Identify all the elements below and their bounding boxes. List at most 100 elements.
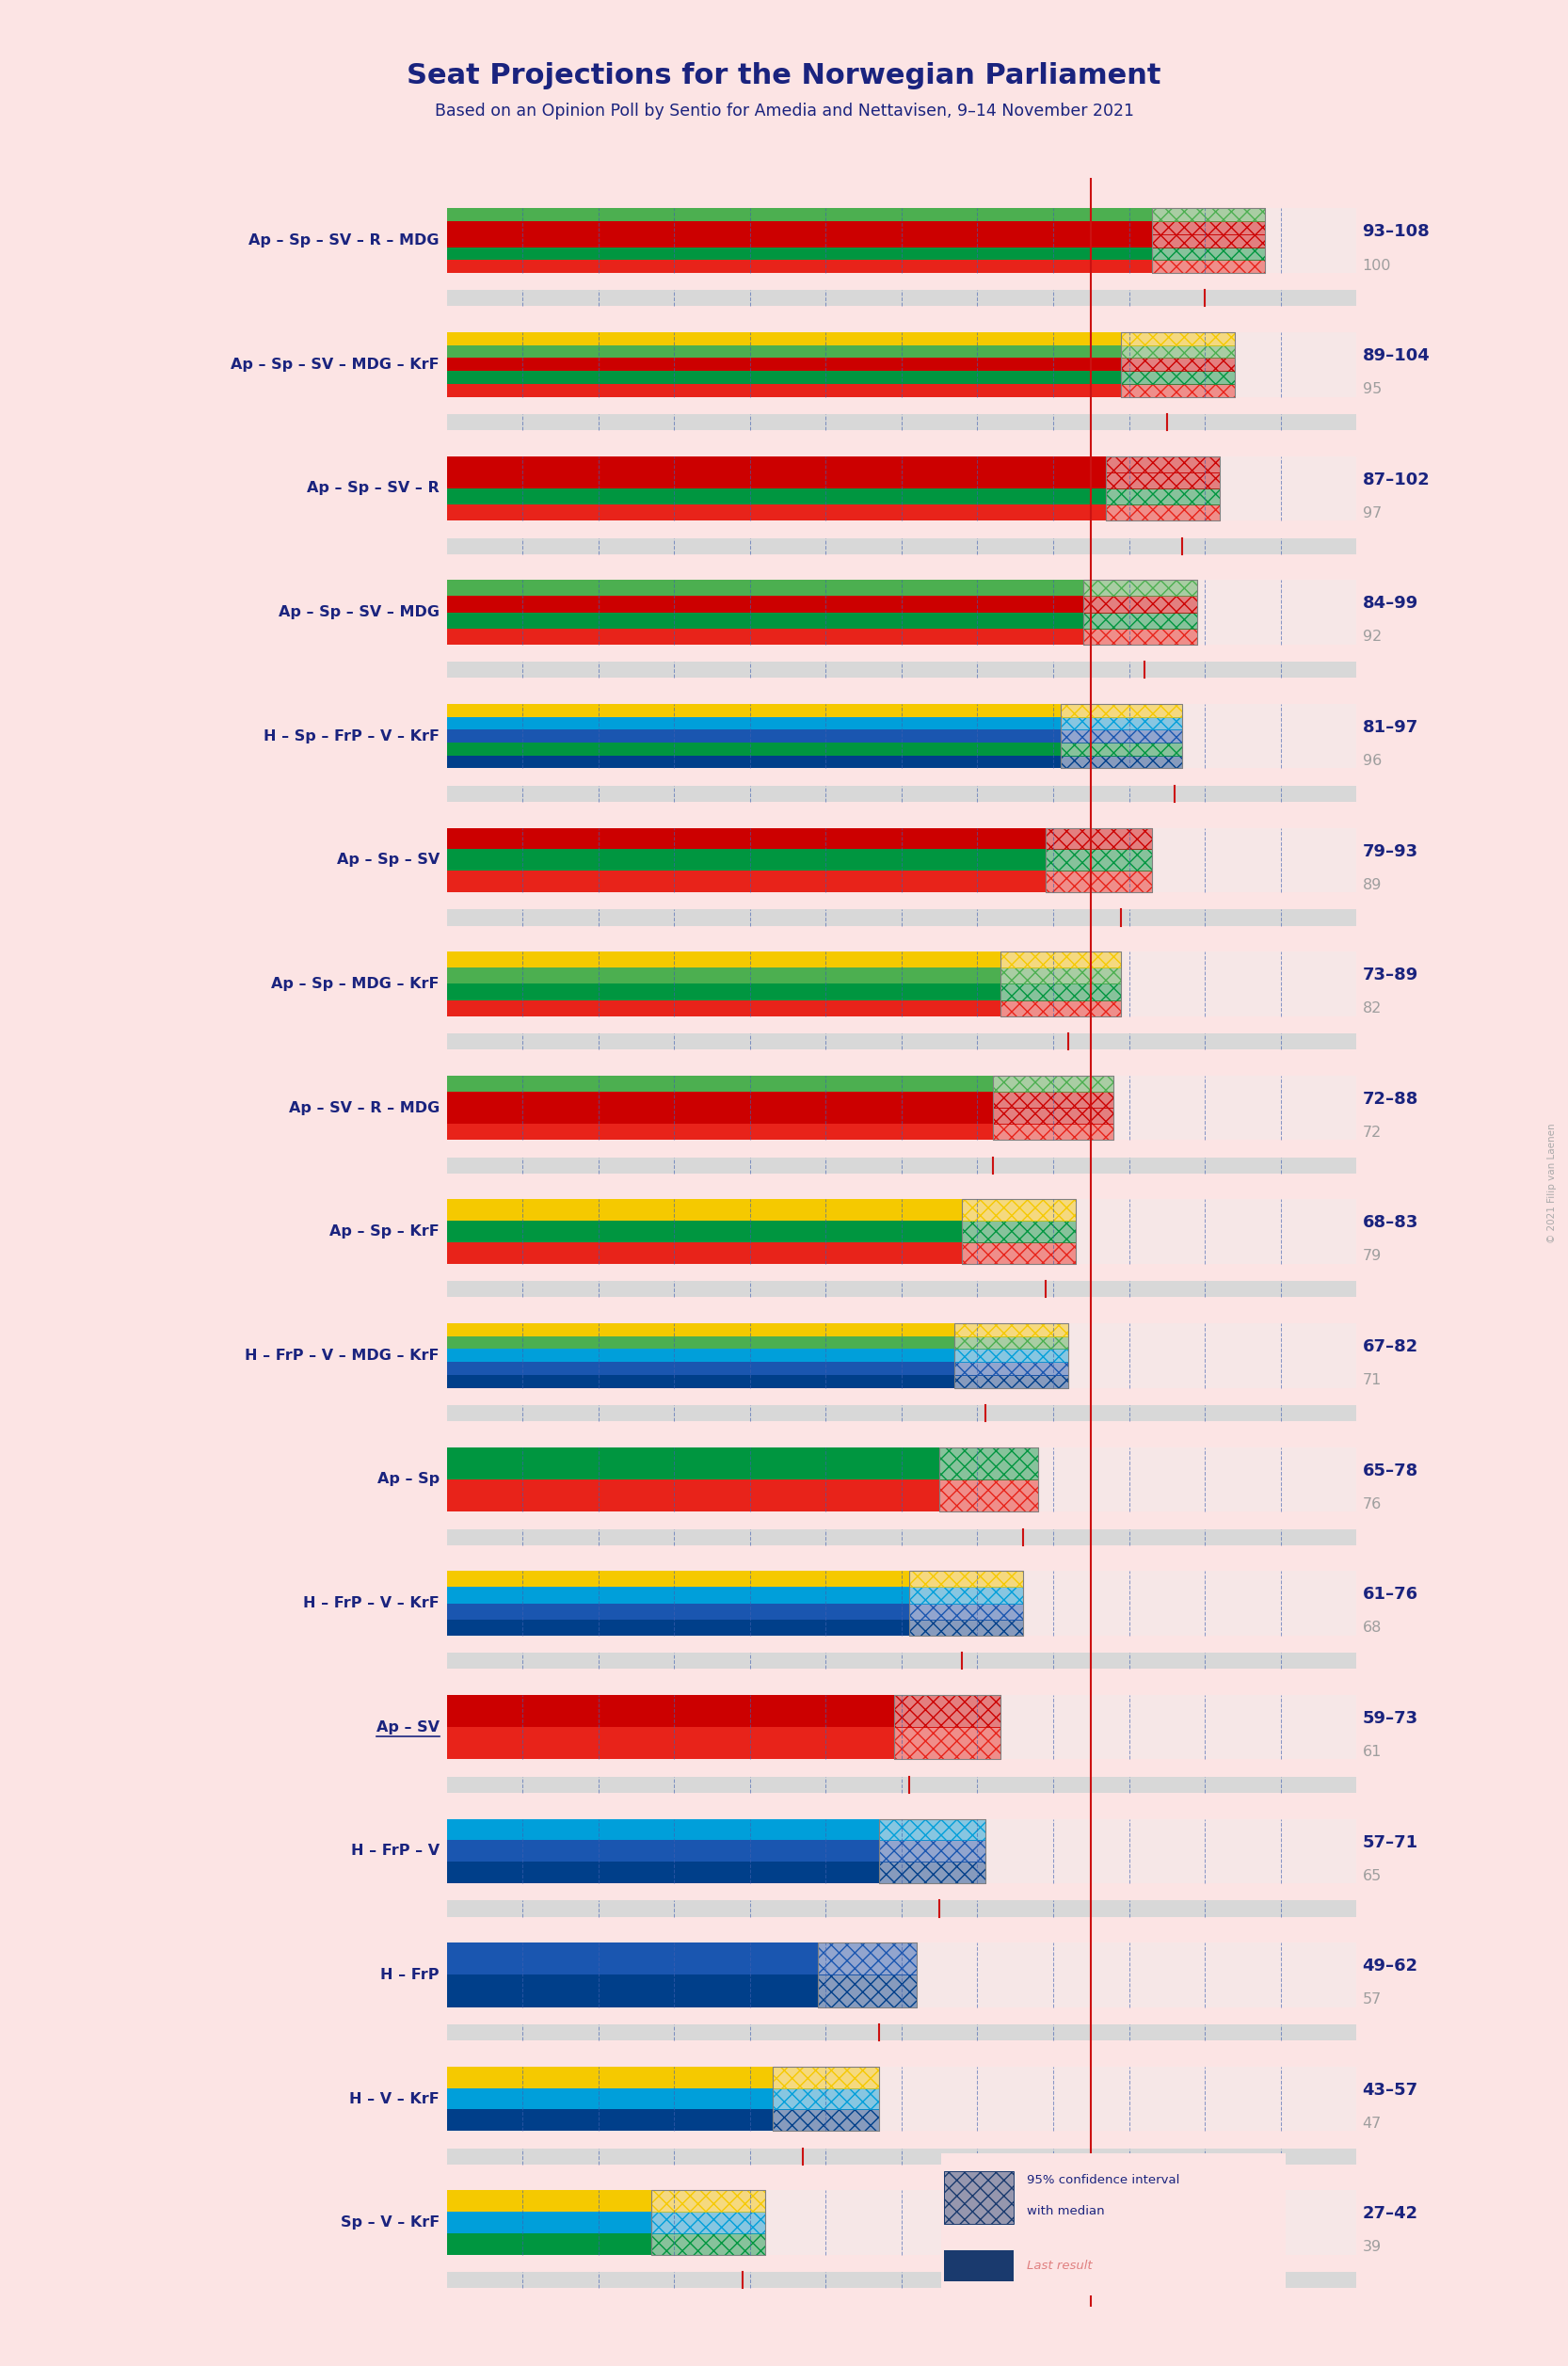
Bar bbox=[1105, 504, 1220, 521]
Text: 39: 39 bbox=[1363, 2241, 1381, 2255]
Bar bbox=[447, 717, 1060, 729]
Bar bbox=[944, 2172, 1013, 2224]
Bar bbox=[651, 2191, 765, 2212]
Bar bbox=[1060, 717, 1182, 729]
Text: © 2021 Filip van Laenen: © 2021 Filip van Laenen bbox=[1548, 1124, 1557, 1242]
Bar bbox=[447, 1107, 993, 1124]
Bar bbox=[447, 1349, 955, 1363]
Bar bbox=[993, 1124, 1113, 1140]
Bar bbox=[447, 1124, 993, 1140]
Bar bbox=[447, 2148, 1356, 2165]
Bar bbox=[1083, 580, 1198, 596]
Bar bbox=[447, 1448, 939, 1479]
Text: 43–57: 43–57 bbox=[1363, 2082, 1417, 2099]
Bar bbox=[1083, 629, 1198, 644]
Bar bbox=[1105, 457, 1220, 473]
Bar bbox=[447, 1727, 894, 1760]
Bar bbox=[993, 1077, 1113, 1091]
Bar bbox=[651, 2191, 765, 2255]
Bar bbox=[1046, 849, 1151, 871]
Bar bbox=[894, 1727, 1000, 1760]
Bar bbox=[955, 1337, 1068, 1349]
Bar bbox=[993, 1077, 1113, 1140]
Text: 89–104: 89–104 bbox=[1363, 348, 1430, 364]
Bar bbox=[1121, 331, 1236, 345]
Text: Last result: Last result bbox=[1027, 2260, 1093, 2271]
Bar bbox=[447, 473, 1105, 487]
Bar bbox=[447, 1077, 993, 1091]
Bar bbox=[1083, 613, 1198, 629]
Bar bbox=[447, 2212, 651, 2234]
Bar bbox=[1083, 613, 1198, 629]
Bar bbox=[1151, 222, 1265, 234]
Bar bbox=[447, 705, 1356, 769]
Bar bbox=[909, 1571, 1022, 1635]
Bar bbox=[447, 580, 1356, 644]
Bar bbox=[447, 1528, 1356, 1545]
Bar bbox=[1046, 871, 1151, 892]
Bar bbox=[1121, 331, 1236, 345]
Text: H – V – KrF: H – V – KrF bbox=[350, 2092, 439, 2106]
Bar bbox=[447, 1841, 878, 1862]
Bar bbox=[447, 1091, 993, 1107]
Bar bbox=[955, 1323, 1068, 1389]
Text: Seat Projections for the Norwegian Parliament: Seat Projections for the Norwegian Parli… bbox=[406, 62, 1162, 90]
Bar bbox=[955, 1349, 1068, 1363]
Bar bbox=[447, 662, 1356, 679]
Bar bbox=[878, 1862, 985, 1883]
Bar bbox=[1121, 345, 1236, 357]
Bar bbox=[993, 1091, 1113, 1107]
Bar bbox=[447, 2234, 651, 2255]
Bar bbox=[447, 1694, 894, 1727]
Bar bbox=[447, 580, 1083, 596]
Bar bbox=[955, 1323, 1068, 1337]
Bar bbox=[1046, 828, 1151, 849]
Bar bbox=[963, 1221, 1076, 1242]
Bar bbox=[773, 2066, 878, 2132]
Bar bbox=[447, 457, 1105, 473]
Bar bbox=[894, 1694, 1000, 1760]
Text: 95: 95 bbox=[1363, 383, 1381, 397]
Bar bbox=[773, 2066, 878, 2089]
Bar bbox=[447, 1363, 955, 1375]
Bar bbox=[1046, 828, 1151, 892]
Text: 96: 96 bbox=[1363, 755, 1381, 769]
Bar bbox=[1105, 457, 1220, 473]
Bar bbox=[447, 504, 1105, 521]
Bar bbox=[447, 208, 1356, 272]
Bar bbox=[447, 1034, 1356, 1051]
Text: Sp – V – KrF: Sp – V – KrF bbox=[340, 2215, 439, 2229]
Bar bbox=[878, 1819, 985, 1883]
Text: H – FrP – V – MDG – KrF: H – FrP – V – MDG – KrF bbox=[245, 1349, 439, 1363]
Bar bbox=[447, 371, 1121, 383]
Bar bbox=[1105, 504, 1220, 521]
Bar bbox=[447, 2271, 1356, 2288]
Bar bbox=[447, 1375, 955, 1389]
Text: Ap – Sp – SV – R – MDG: Ap – Sp – SV – R – MDG bbox=[249, 234, 439, 248]
Bar bbox=[447, 331, 1356, 397]
Bar bbox=[447, 1001, 1000, 1015]
Bar bbox=[651, 2212, 765, 2234]
Bar bbox=[447, 331, 1121, 345]
Bar bbox=[1121, 371, 1236, 383]
Bar bbox=[955, 1375, 1068, 1389]
Bar bbox=[818, 1942, 917, 2006]
Bar bbox=[818, 1942, 917, 1976]
Bar bbox=[939, 1448, 1038, 1512]
Text: Ap – Sp – SV – MDG: Ap – Sp – SV – MDG bbox=[279, 606, 439, 620]
Bar bbox=[447, 743, 1060, 755]
Bar bbox=[955, 1337, 1068, 1349]
Bar bbox=[447, 414, 1356, 431]
Bar bbox=[909, 1604, 1022, 1618]
Bar bbox=[1105, 487, 1220, 504]
Bar bbox=[894, 1694, 1000, 1727]
Text: 61: 61 bbox=[1363, 1744, 1381, 1758]
Text: H – FrP – V: H – FrP – V bbox=[351, 1843, 439, 1857]
Bar bbox=[447, 1323, 955, 1337]
Bar bbox=[447, 613, 1083, 629]
Bar bbox=[447, 246, 1151, 260]
Bar bbox=[1151, 246, 1265, 260]
Bar bbox=[1000, 951, 1121, 968]
Bar bbox=[447, 1942, 1356, 2006]
Bar bbox=[878, 1841, 985, 1862]
